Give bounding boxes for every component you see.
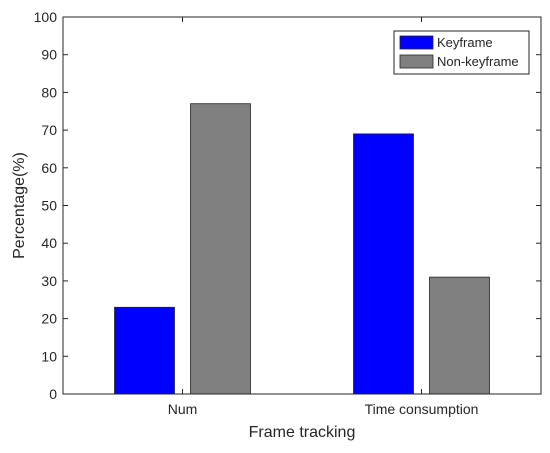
x-axis-title: Frame tracking: [249, 424, 356, 441]
y-tick-label: 100: [34, 9, 58, 25]
y-tick-label: 30: [41, 273, 57, 289]
legend-label-non-keyframe: Non-keyframe: [437, 54, 519, 69]
legend-swatch-non-keyframe: [399, 54, 434, 69]
y-tick-label: 0: [49, 386, 57, 402]
bar-keyframe-0: [114, 306, 175, 395]
y-tick-label: 50: [41, 198, 57, 214]
y-tick-label: 80: [41, 84, 57, 100]
y-axis-ticks: 0 10 20 30 40 50 60 70 80 90 100: [34, 9, 541, 402]
plot-frame: [62, 16, 542, 395]
y-tick-label: 40: [41, 235, 57, 251]
y-tick-label: 60: [41, 160, 57, 176]
bar-non-keyframe-0: [190, 103, 251, 395]
bars: [114, 103, 490, 395]
bar-keyframe-1: [353, 133, 414, 395]
x-tick-label: Num: [168, 401, 198, 417]
legend: Keyframe Non-keyframe: [393, 30, 530, 75]
y-tick-label: 90: [41, 47, 57, 63]
bar-non-keyframe-1: [429, 276, 490, 395]
x-tick-label: Time consumption: [365, 401, 479, 417]
legend-label-keyframe: Keyframe: [437, 35, 493, 50]
y-tick-label: 10: [41, 348, 57, 364]
x-axis-ticks: Num Time consumption: [168, 17, 479, 417]
y-tick-label: 20: [41, 311, 57, 327]
y-axis-title: Percentage(%): [11, 152, 28, 259]
legend-swatch-keyframe: [399, 35, 434, 50]
y-tick-label: 70: [41, 122, 57, 138]
